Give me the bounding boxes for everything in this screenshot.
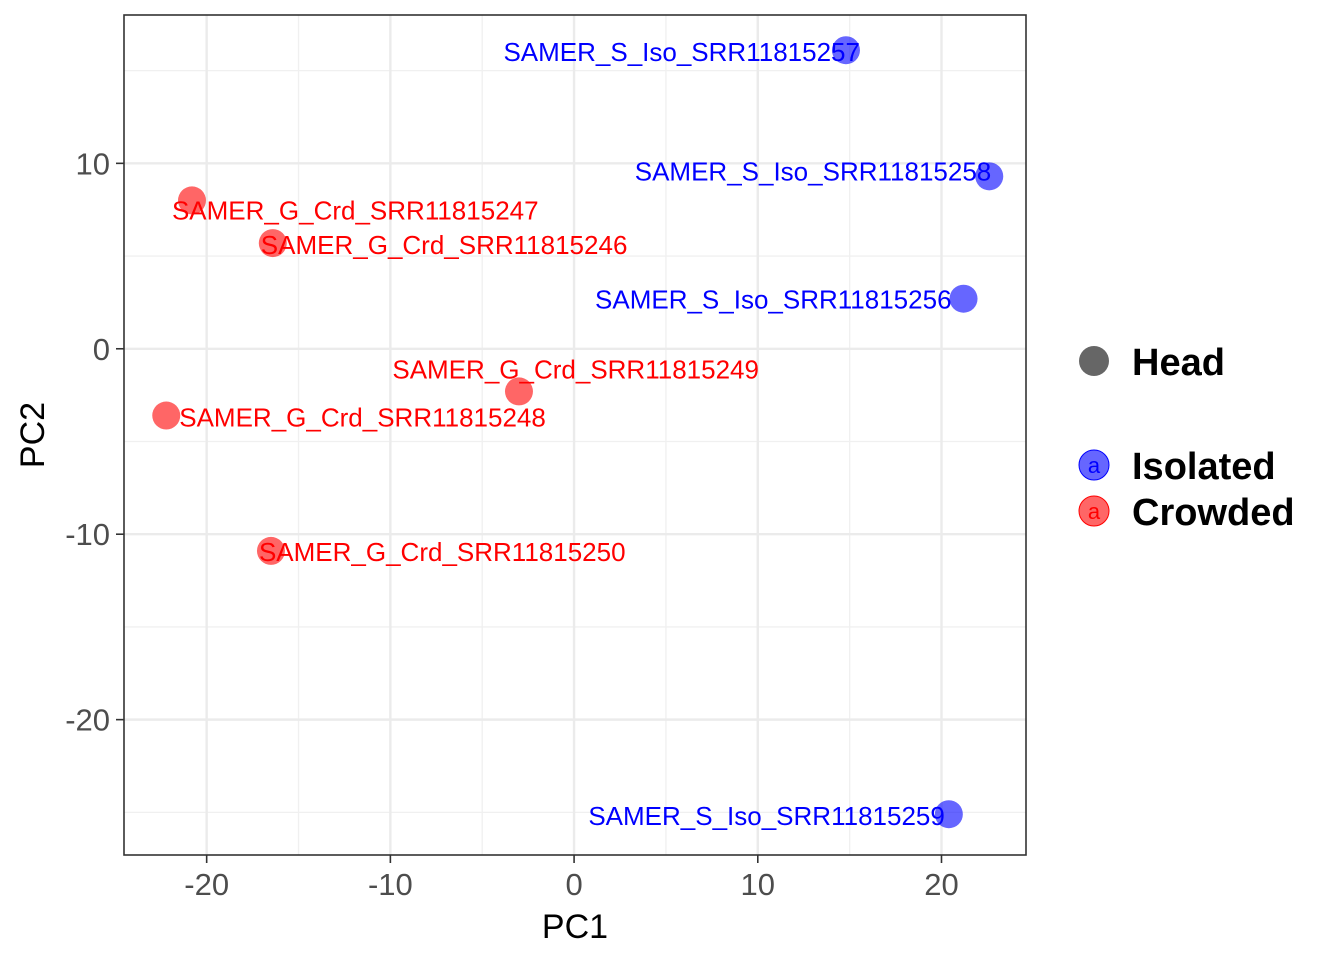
point-label: SAMER_G_Crd_SRR11815250: [259, 537, 626, 567]
legend: Head a Isolated a Crowded: [1078, 342, 1295, 534]
data-point: [256, 536, 285, 565]
legend-key-glyph: a: [1088, 499, 1101, 524]
x-tick-label: 0: [565, 867, 582, 902]
data-point: [177, 186, 206, 215]
point-label: SAMER_G_Crd_SRR11815248: [179, 403, 546, 433]
point-label: SAMER_S_Iso_SRR11815256: [595, 285, 952, 315]
y-tick-label: 10: [76, 146, 110, 181]
plot-panel-border: [123, 14, 1027, 856]
point-label: SAMER_G_Crd_SRR11815247: [172, 195, 539, 225]
x-tick-label: 20: [924, 867, 958, 902]
y-axis-ticks: -20 -10 0 10: [65, 146, 124, 738]
y-tick-label: -20: [65, 703, 110, 738]
point-label: SAMER_S_Iso_SRR11815257: [503, 37, 860, 67]
x-tick-label: 10: [741, 867, 775, 902]
x-tick-label: -20: [184, 867, 229, 902]
y-tick-label: 0: [93, 332, 110, 367]
data-points: [152, 36, 1004, 829]
point-labels: SAMER_S_Iso_SRR11815257 SAMER_S_Iso_SRR11…: [172, 37, 991, 831]
x-axis-title: PC1: [542, 908, 608, 946]
data-point: [258, 229, 287, 258]
data-point: [504, 377, 533, 406]
legend-key-color: [1078, 449, 1110, 481]
data-point: [975, 162, 1004, 191]
x-tick-label: -10: [368, 867, 413, 902]
legend-label: Head: [1132, 342, 1225, 384]
point-label: SAMER_G_Crd_SRR11815246: [261, 230, 628, 260]
y-axis-title: PC2: [14, 402, 52, 468]
data-point: [949, 284, 978, 313]
x-axis-ticks: -20 -10 0 10 20: [184, 855, 959, 902]
major-grid: [124, 15, 1026, 855]
legend-label: Crowded: [1132, 492, 1295, 534]
y-tick-label: -10: [65, 517, 110, 552]
legend-label: Isolated: [1132, 446, 1276, 488]
point-label: SAMER_S_Iso_SRR11815259: [588, 801, 945, 831]
legend-key-shape: [1079, 346, 1109, 376]
data-point: [831, 36, 860, 65]
data-point: [934, 800, 963, 829]
legend-key-color: [1078, 495, 1110, 527]
legend-key-glyph: a: [1088, 453, 1101, 478]
point-label: SAMER_G_Crd_SRR11815249: [392, 354, 759, 384]
point-label: SAMER_S_Iso_SRR11815258: [635, 156, 992, 186]
data-point: [152, 401, 181, 430]
